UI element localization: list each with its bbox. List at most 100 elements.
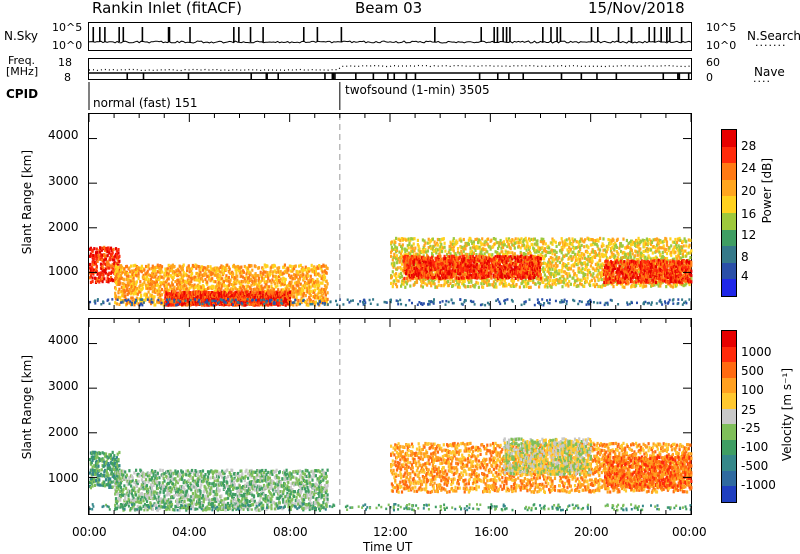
echo-cell [504, 282, 507, 286]
echo-cell [490, 238, 493, 242]
echo-cell [188, 286, 191, 290]
echo-cell [536, 242, 539, 246]
echo-cell [566, 242, 569, 246]
echo-cell [194, 275, 197, 279]
echo-cell [446, 280, 450, 284]
echo-cell [394, 274, 397, 278]
echo-cell [422, 281, 425, 285]
echo-cell [391, 285, 394, 289]
echo-cell [682, 244, 685, 248]
echo-cell [309, 285, 312, 289]
echo-cell [449, 281, 452, 285]
echo-cell [395, 261, 399, 265]
echo-cell [418, 254, 421, 258]
echo-cell [300, 296, 303, 300]
echo-cell [520, 237, 523, 241]
echo-cell [325, 271, 328, 275]
echo-cell [221, 277, 224, 281]
echo-cell [172, 269, 175, 274]
echo-cell [524, 236, 527, 240]
echo-cell [127, 274, 130, 278]
echo-cell [486, 250, 489, 254]
echo-cell [114, 262, 118, 266]
nave-label: Nave [754, 65, 785, 79]
echo-cell [150, 283, 154, 287]
echo-cell [423, 249, 426, 254]
echo-cell [565, 238, 568, 242]
echo-cell [599, 259, 602, 263]
echo-cell [174, 291, 177, 295]
echo-cell [326, 266, 329, 271]
echo-cell [189, 268, 192, 272]
echo-cell [262, 290, 265, 294]
echo-cell [415, 278, 419, 282]
nsearch-label: N.Search [747, 29, 800, 43]
echo-cell [234, 286, 237, 290]
echo-cell [114, 264, 118, 268]
echo-cell [621, 244, 624, 248]
velocity-cbar-tick: -500 [741, 459, 769, 473]
power-cbar-tick: 28 [741, 139, 757, 153]
echo-cell [216, 278, 220, 282]
echo-cell [518, 285, 521, 289]
echo-cell [172, 297, 175, 301]
nsky-tick-high: 10^5 [52, 21, 83, 34]
echo-cell [255, 282, 258, 286]
echo-cell [103, 253, 106, 257]
echo-cell [205, 288, 208, 292]
echo-cell [298, 280, 301, 285]
echo-cell [293, 281, 296, 285]
echo-cell [105, 248, 108, 252]
echo-cell [511, 238, 514, 242]
freq-unit: [MHz] [6, 65, 39, 78]
echo-cell [433, 240, 436, 244]
echo-cell [274, 285, 277, 289]
echo-cell [156, 283, 159, 287]
echo-cell [159, 295, 162, 299]
echo-cell [403, 276, 406, 280]
echo-cell [158, 300, 161, 304]
echo-cell [100, 266, 103, 271]
echo-cell [548, 278, 552, 283]
echo-cell [299, 292, 302, 296]
echo-cell [161, 298, 164, 302]
echo-cell [193, 283, 196, 287]
echo-cell [216, 275, 219, 279]
echo-cell [456, 240, 459, 244]
velocity-cbar-tick: -1000 [741, 478, 776, 492]
echo-cell [95, 264, 98, 269]
echo-cell [400, 262, 404, 266]
echo-cell [196, 278, 199, 282]
echo-cell [151, 295, 154, 299]
freq-tick-high: 18 [58, 56, 72, 69]
echo-cell [179, 289, 182, 293]
echo-cell [304, 274, 307, 278]
echo-cell [129, 270, 132, 274]
echo-cell [602, 237, 605, 241]
echo-cell [197, 286, 200, 290]
echo-cell [125, 284, 128, 288]
echo-cell [507, 282, 511, 286]
echo-cell [498, 252, 501, 256]
echo-cell [125, 277, 128, 282]
echo-cell [548, 281, 551, 285]
echo-cell [547, 244, 550, 248]
echo-cell [471, 253, 474, 257]
colorbar-swatch [722, 146, 736, 164]
echo-cell [103, 277, 106, 281]
echo-cell [186, 291, 189, 295]
echo-cell [540, 237, 543, 241]
echo-cell [170, 269, 174, 273]
echo-cell [651, 251, 654, 255]
echo-cell [538, 250, 541, 254]
echo-cell [542, 242, 545, 246]
echo-cell [541, 254, 544, 258]
echo-cell [278, 272, 281, 277]
echo-cell [443, 241, 446, 245]
echo-cell [241, 271, 244, 275]
echo-cell [580, 278, 583, 282]
echo-cell [496, 240, 499, 245]
echo-cell [288, 284, 291, 288]
echo-cell [230, 282, 233, 287]
echo-cell [523, 246, 526, 250]
